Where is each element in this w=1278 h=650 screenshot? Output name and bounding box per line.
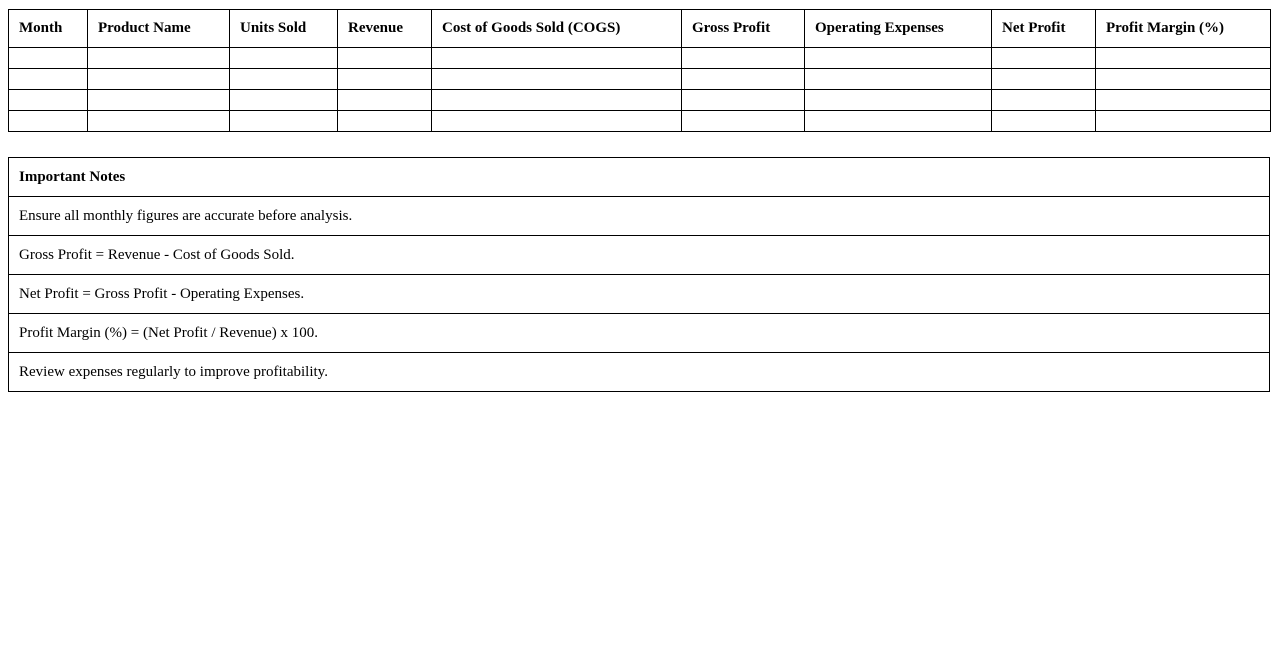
table-cell [337,47,432,69]
note-row: Review expenses regularly to improve pro… [8,352,1270,392]
table-cell [991,47,1096,69]
table-cell [431,110,682,132]
note-text: Gross Profit = Revenue - Cost of Goods S… [8,235,1270,275]
column-header: Units Sold [229,9,338,48]
table-cell [991,110,1096,132]
table-cell [804,47,992,69]
table-cell [681,47,805,69]
table-cell [991,89,1096,111]
note-text: Profit Margin (%) = (Net Profit / Revenu… [8,313,1270,353]
table-cell [8,68,88,90]
notes-title-row: Important Notes [8,157,1270,197]
table-cell [431,68,682,90]
column-header: Product Name [87,9,230,48]
table-cell [804,89,992,111]
table-cell [681,110,805,132]
column-header: Operating Expenses [804,9,992,48]
column-header: Cost of Goods Sold (COGS) [431,9,682,48]
table-row [8,110,1271,132]
table-row [8,47,1271,69]
note-row: Ensure all monthly figures are accurate … [8,196,1270,236]
table-cell [229,110,338,132]
table-cell [337,68,432,90]
table-cell [229,89,338,111]
table-row [8,89,1271,111]
table-cell [87,110,230,132]
table-cell [804,110,992,132]
table-cell [229,47,338,69]
note-text: Net Profit = Gross Profit - Operating Ex… [8,274,1270,314]
note-text: Ensure all monthly figures are accurate … [8,196,1270,236]
table-cell [87,47,230,69]
table-cell [681,68,805,90]
table-cell [8,110,88,132]
table-cell [1095,110,1271,132]
note-row: Profit Margin (%) = (Net Profit / Revenu… [8,313,1270,353]
column-header: Month [8,9,88,48]
table-cell [804,68,992,90]
column-header: Net Profit [991,9,1096,48]
column-header: Revenue [337,9,432,48]
table-cell [229,68,338,90]
table-row [8,68,1271,90]
table-cell [991,68,1096,90]
note-text: Review expenses regularly to improve pro… [8,352,1270,392]
note-row: Net Profit = Gross Profit - Operating Ex… [8,274,1270,314]
important-notes-table: Important Notes Ensure all monthly figur… [8,157,1270,392]
header-row: Month Product Name Units Sold Revenue Cost o… [8,9,1271,48]
table-cell [8,89,88,111]
note-row: Gross Profit = Revenue - Cost of Goods S… [8,235,1270,275]
profit-table: Month Product Name Units Sold Revenue Cost o… [8,9,1271,132]
table-cell [431,89,682,111]
notes-title: Important Notes [8,157,1270,197]
table-cell [87,89,230,111]
table-cell [1095,89,1271,111]
table-cell [1095,68,1271,90]
table-cell [337,110,432,132]
table-cell [681,89,805,111]
column-header: Profit Margin (%) [1095,9,1271,48]
table-cell [1095,47,1271,69]
column-header: Gross Profit [681,9,805,48]
table-cell [87,68,230,90]
table-cell [337,89,432,111]
table-cell [431,47,682,69]
table-cell [8,47,88,69]
